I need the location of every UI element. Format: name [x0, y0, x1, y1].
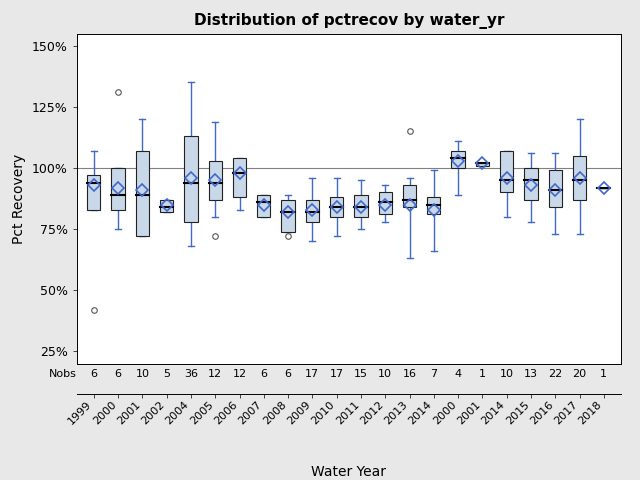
Title: Distribution of pctrecov by water_yr: Distribution of pctrecov by water_yr [193, 13, 504, 29]
Bar [209, 161, 222, 200]
Bar [427, 197, 440, 215]
Text: 10: 10 [136, 369, 149, 379]
Bar [451, 151, 465, 168]
Bar [257, 195, 271, 217]
Bar [573, 156, 586, 200]
Text: 36: 36 [184, 369, 198, 379]
Text: 13: 13 [524, 369, 538, 379]
Text: 20: 20 [572, 369, 587, 379]
Bar [160, 200, 173, 212]
Bar [476, 163, 489, 166]
Text: 12: 12 [232, 369, 246, 379]
Text: 7: 7 [430, 369, 437, 379]
Bar [403, 185, 416, 207]
Text: 6: 6 [115, 369, 122, 379]
Y-axis label: Pct Recovery: Pct Recovery [12, 154, 26, 244]
Bar [306, 200, 319, 222]
Bar [111, 168, 125, 210]
Bar [136, 151, 149, 237]
Text: 10: 10 [500, 369, 514, 379]
Text: 6: 6 [260, 369, 268, 379]
Bar [282, 200, 295, 231]
Text: 17: 17 [305, 369, 319, 379]
Bar [355, 195, 367, 217]
Text: Nobs: Nobs [49, 369, 77, 379]
Bar [184, 136, 198, 222]
Text: 4: 4 [454, 369, 461, 379]
Text: 15: 15 [354, 369, 368, 379]
Bar [500, 151, 513, 192]
Bar [330, 197, 343, 217]
Text: 1: 1 [479, 369, 486, 379]
Bar [548, 170, 562, 207]
Text: 12: 12 [208, 369, 222, 379]
Bar [233, 158, 246, 197]
Bar [378, 192, 392, 215]
Bar [524, 168, 538, 200]
Text: 17: 17 [330, 369, 344, 379]
Text: 6: 6 [90, 369, 97, 379]
Text: 22: 22 [548, 369, 563, 379]
Text: 5: 5 [163, 369, 170, 379]
Text: 1: 1 [600, 369, 607, 379]
X-axis label: Water Year: Water Year [311, 465, 387, 479]
Text: 6: 6 [285, 369, 292, 379]
Bar [87, 175, 100, 210]
Text: 10: 10 [378, 369, 392, 379]
Text: 16: 16 [403, 369, 417, 379]
